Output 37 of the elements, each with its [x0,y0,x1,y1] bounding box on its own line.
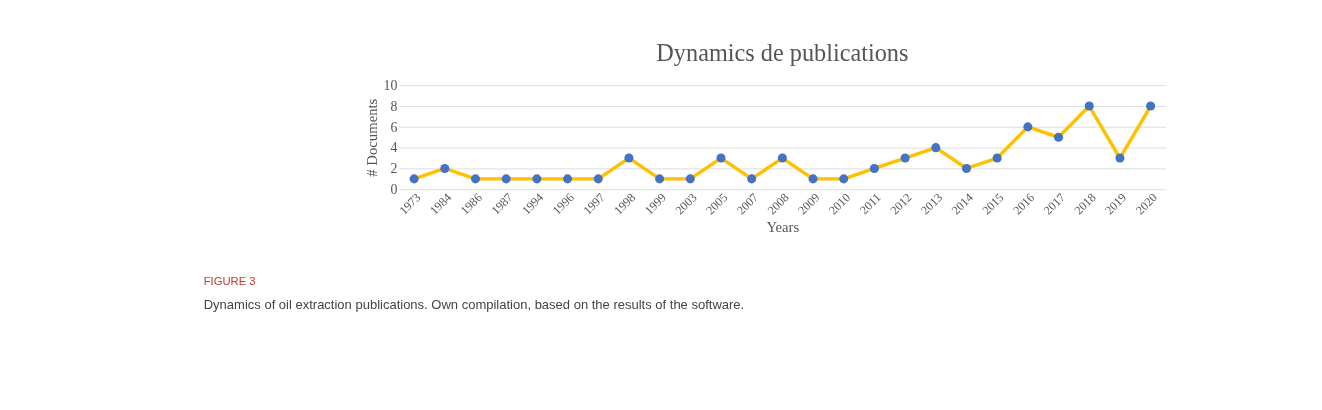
point [685,174,695,184]
point [1146,101,1156,111]
x-tick-label: 1973 [396,190,424,218]
point [501,174,511,184]
point [747,174,757,184]
x-axis-title: Years [766,218,800,235]
y-tick-label: 2 [390,161,398,177]
y-tick-label: 0 [390,182,398,198]
point [931,143,941,153]
y-tick-label: 6 [390,119,398,135]
point [961,163,972,173]
point [563,174,573,184]
point [1084,101,1094,111]
point [808,174,818,184]
point [716,153,726,163]
point [1115,153,1125,163]
point [1023,122,1033,132]
caption: FIGURE 3 [203,274,256,287]
point [624,153,634,163]
y-tick-label: 10 [383,78,398,94]
point [839,174,849,184]
point [470,174,481,184]
point [1054,132,1064,142]
text: Dynamics of oil extraction publications. Own compilation, based on the results of the software. [203,296,745,312]
point [409,174,419,184]
point [532,174,542,184]
y-tick-label: 4 [390,140,398,156]
y-tick-label: 8 [390,98,398,114]
chart-title: Dynamics de publications [656,38,909,66]
point [869,163,879,173]
point [777,153,787,163]
point [655,174,665,184]
point [900,153,910,163]
point [992,153,1002,163]
point [440,163,450,173]
point [593,174,603,184]
y-axis-title: # Documents [363,98,380,177]
